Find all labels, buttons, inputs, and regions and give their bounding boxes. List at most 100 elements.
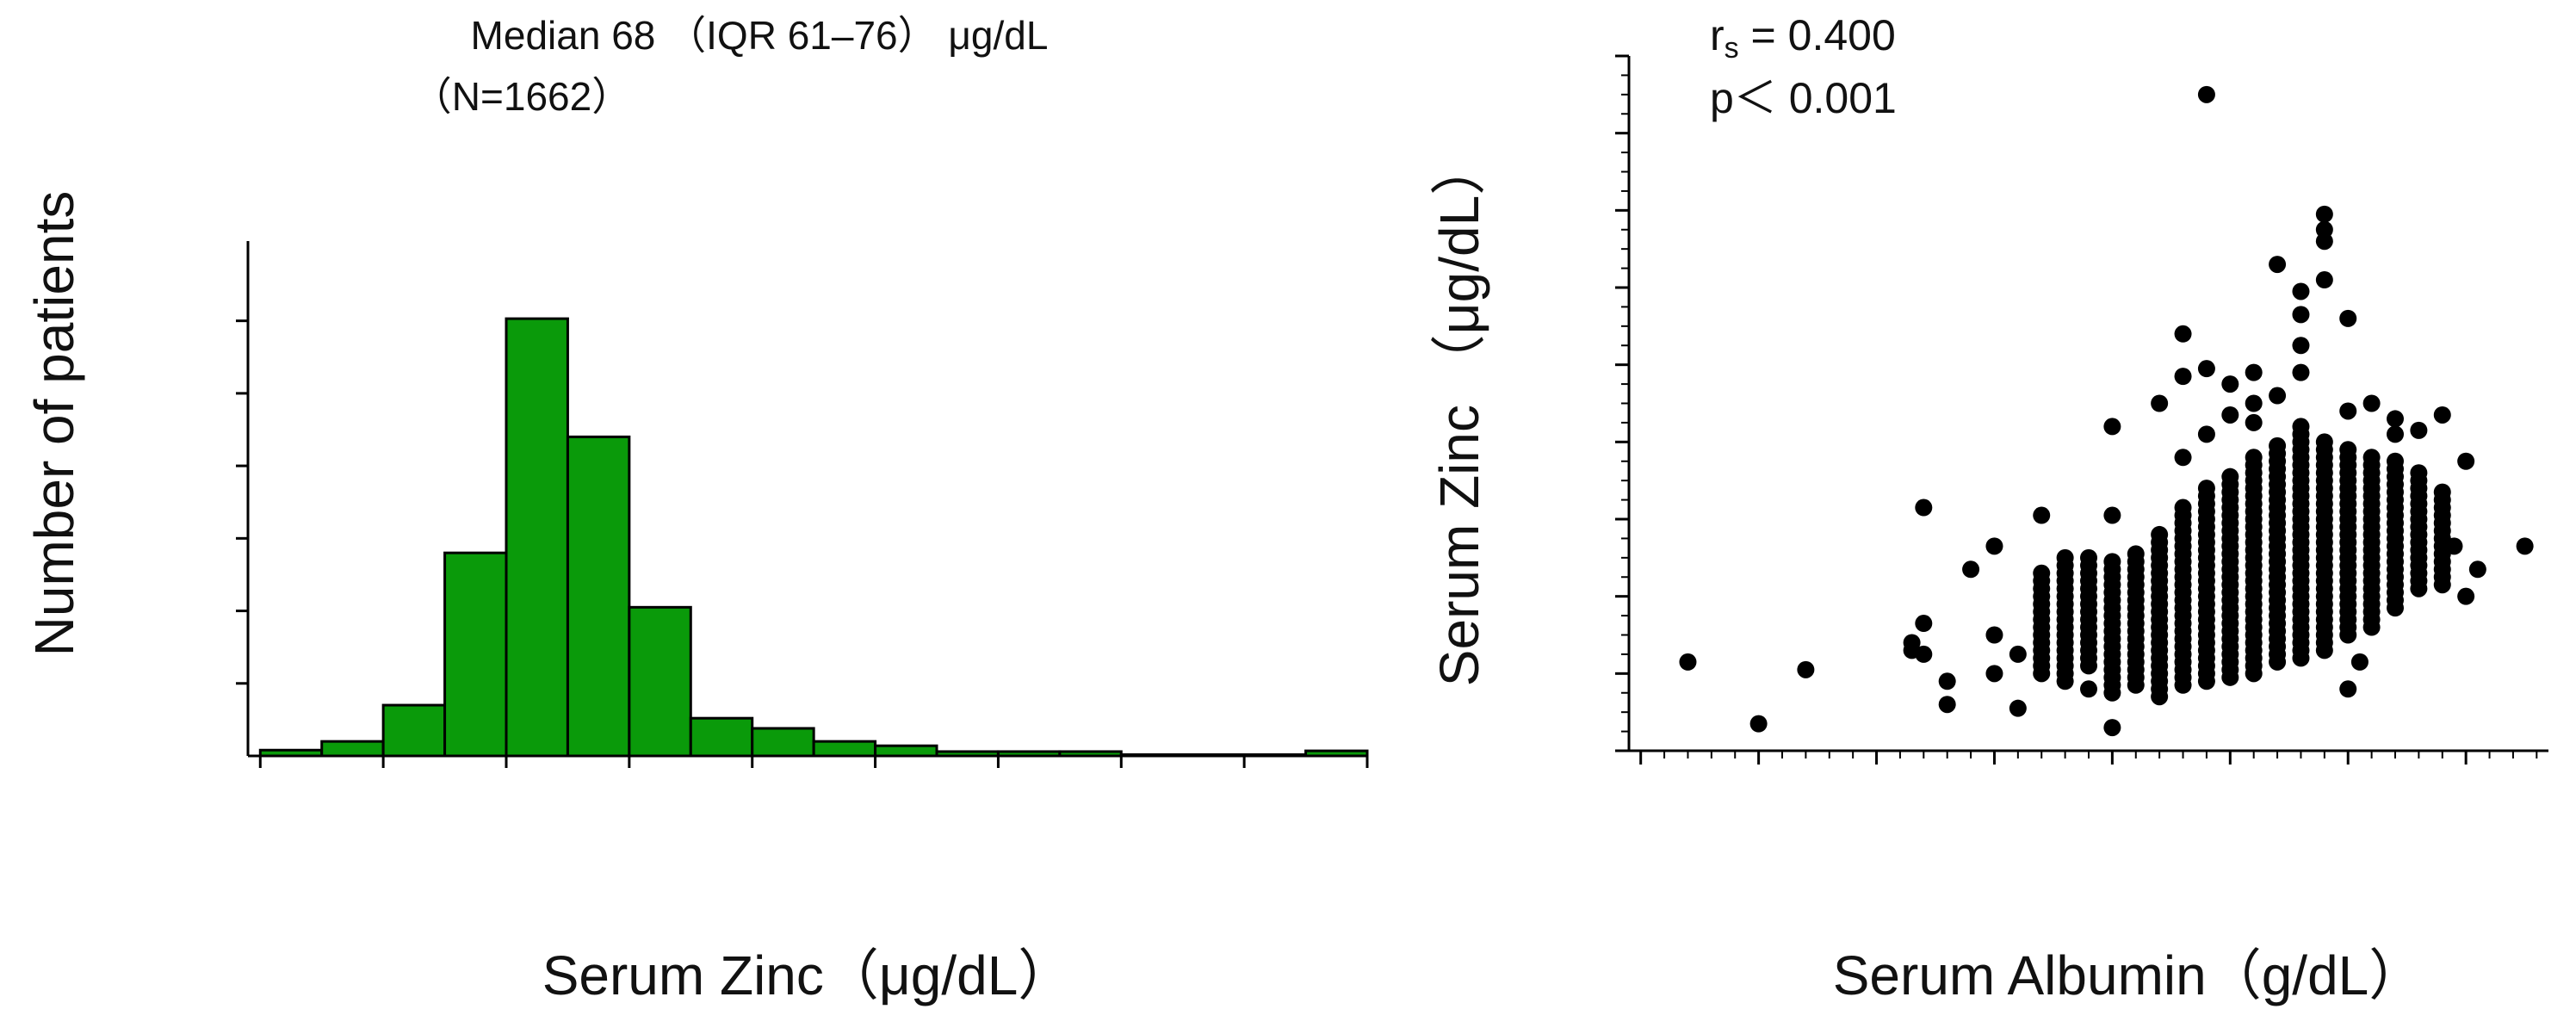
scatter-point-13 (2033, 564, 2051, 582)
scatter-point-443 (2350, 653, 2369, 671)
scatter-point-400 (1915, 645, 1933, 663)
histogram-bar-110-120 (812, 740, 877, 758)
scatter-point-416 (2174, 368, 2192, 386)
scatter-point-410 (2009, 645, 2027, 663)
scatter-point-127 (2174, 498, 2192, 517)
scatter-point-404 (1938, 672, 1956, 690)
scatter-point-409 (2009, 699, 2027, 717)
scatter-point-431 (2339, 309, 2357, 327)
scatter-point-434 (2387, 410, 2404, 428)
spearman-r-annotation: rs = 0.400 (1710, 11, 1896, 65)
scatter-point-103 (2151, 525, 2169, 543)
scatter-point-403 (1938, 696, 1956, 714)
scatter-point-450 (2174, 449, 2192, 467)
scatter-point-420 (2221, 375, 2239, 393)
scatter-x-axis-title: Serum Albumin（g/dL） (1833, 944, 2424, 1006)
scatter-point-322 (2339, 441, 2357, 459)
scatter-point-30 (2056, 548, 2074, 567)
spearman-r-value: = 0.400 (1739, 11, 1896, 59)
histogram-bars (258, 317, 1369, 758)
scatter-point-153 (2197, 480, 2215, 498)
scatter-point-429 (2315, 232, 2333, 251)
scatter-point-417 (2174, 325, 2192, 343)
spearman-r-symbol: r (1710, 11, 1725, 59)
histogram-chart: Median 68 （IQR 61–76） μg/dL （N=1662） Num… (23, 13, 1369, 1006)
scatter-point-238 (2269, 437, 2287, 455)
scatter-point-424 (2292, 282, 2310, 300)
scatter-point-437 (2445, 537, 2463, 555)
scatter-point-345 (2362, 449, 2381, 467)
histogram-x-axis-title: Serum Zinc（μg/dL） (542, 944, 1074, 1006)
scatter-point-415 (2151, 394, 2169, 412)
histogram-bar-90-100 (689, 716, 754, 758)
scatter-point-430 (2315, 271, 2333, 289)
scatter-point-209 (2245, 449, 2263, 467)
scatter-point-407 (1985, 537, 2003, 555)
scatter-point-435 (2410, 421, 2428, 439)
histogram-bar-100-110 (751, 727, 815, 758)
histogram-bar-120-130 (874, 744, 938, 758)
scatter-point-427 (2315, 205, 2333, 223)
scatter-point-399 (1903, 634, 1921, 652)
scatter-y-axis-title: Serum Zinc （μg/dL） (1428, 140, 1490, 686)
scatter-point-442 (2339, 680, 2357, 698)
scatter-point-451 (2080, 680, 2097, 698)
scatter-point-397 (1797, 660, 1815, 678)
scatter-point-381 (2410, 464, 2428, 482)
scatter-point-45 (2080, 548, 2097, 567)
scatter-point-423 (2269, 256, 2287, 274)
scatter-point-408 (1985, 626, 2003, 644)
scatter-point-438 (2457, 452, 2475, 470)
scatter-point-418 (2197, 85, 2215, 103)
scatter-point-433 (2362, 394, 2381, 412)
scatter-point-441 (2516, 537, 2534, 555)
scatter-point-413 (2103, 418, 2121, 436)
scatter-point-412 (2103, 719, 2121, 737)
scatter-point-445 (2269, 387, 2287, 405)
histogram-y-axis-title: Number of patients (23, 191, 85, 657)
histogram-bar-40-50 (381, 703, 447, 758)
scatter-points (1679, 85, 2534, 737)
p-value-annotation: p＜ 0.001 (1710, 74, 1897, 122)
scatter-point-406 (1985, 665, 2003, 683)
scatter-point-395 (1679, 653, 1697, 671)
scatter-point-396 (1749, 715, 1768, 733)
histogram-bar-80-90 (628, 605, 692, 758)
scatter-point-436 (2433, 406, 2451, 424)
histogram-bar-70-80 (566, 435, 631, 758)
scatter-point-411 (2033, 506, 2051, 524)
histogram-subtitle: （N=1662） (412, 74, 631, 119)
scatter-point-421 (2245, 394, 2263, 412)
histogram-bar-60-70 (505, 317, 569, 758)
scatter-point-448 (2292, 363, 2310, 381)
scatter-point-426 (2292, 337, 2310, 355)
scatter-point-401 (1915, 615, 1933, 633)
scatter-point-405 (1962, 560, 1980, 579)
scatter-point-447 (2197, 425, 2215, 443)
scatter-point-180 (2221, 467, 2239, 486)
scatter-point-432 (2339, 402, 2357, 420)
histogram-axes (236, 241, 1369, 768)
scatter-point-439 (2457, 587, 2475, 605)
scatter-point-419 (2197, 360, 2215, 378)
scatter-point-449 (2387, 425, 2404, 443)
scatter-point-446 (2221, 406, 2239, 424)
scatter-point-297 (2315, 433, 2333, 451)
histogram-bar-30-40 (320, 740, 385, 758)
scatter-axes (1615, 54, 2548, 765)
spearman-r-subscript: s (1725, 32, 1739, 65)
scatter-point-365 (2387, 452, 2404, 470)
scatter-point-394 (2433, 483, 2451, 501)
scatter-point-440 (2468, 560, 2486, 579)
scatter-point-81 (2127, 545, 2145, 563)
scatter-point-444 (2245, 413, 2263, 431)
histogram-title: Median 68 （IQR 61–76） μg/dL (471, 13, 1049, 58)
histogram-bar-50-60 (443, 551, 508, 758)
scatter-point-414 (2103, 506, 2121, 524)
scatter-point-422 (2245, 363, 2263, 381)
scatter-point-269 (2292, 418, 2310, 436)
scatter-chart: Serum Zinc （μg/dL） Serum Albumin（g/dL） r… (1428, 11, 2548, 1006)
scatter-point-402 (1915, 498, 1933, 517)
scatter-point-63 (2103, 553, 2121, 571)
